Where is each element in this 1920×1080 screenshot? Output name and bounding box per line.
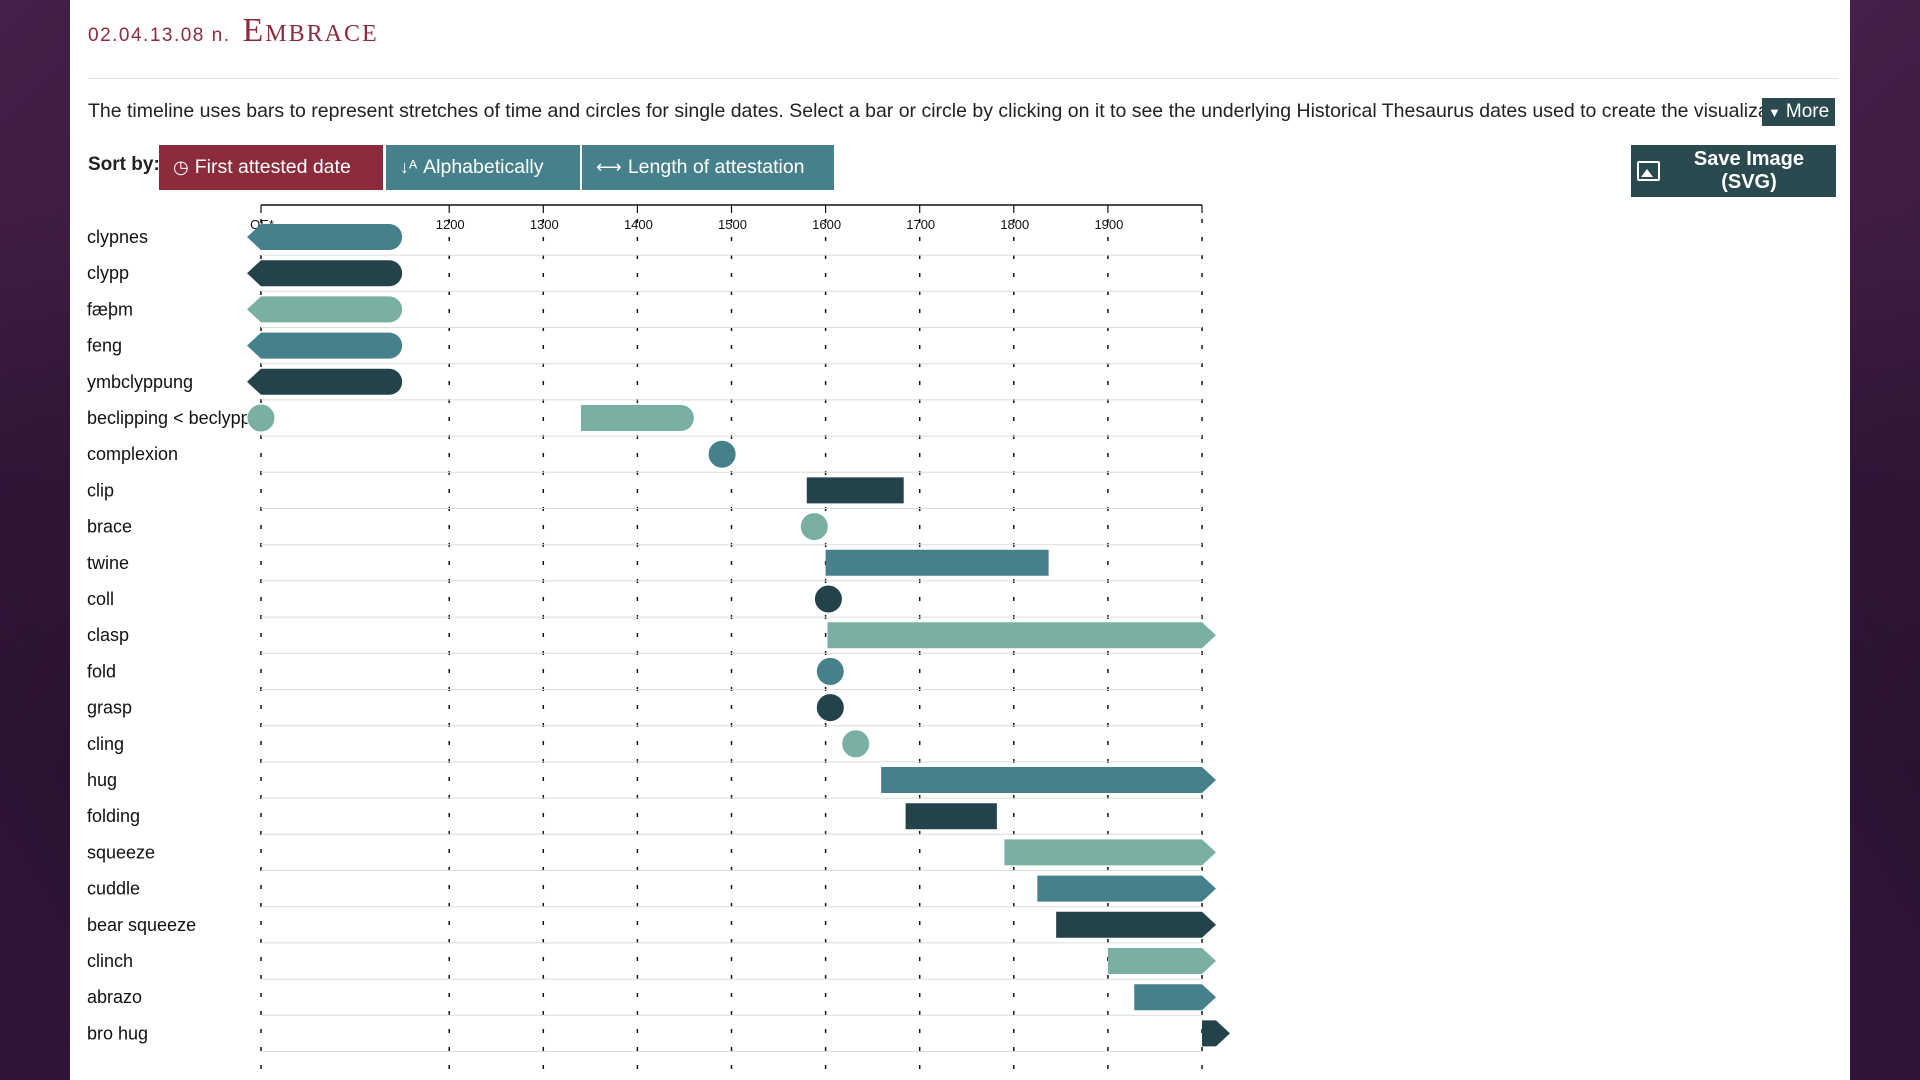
row-label: cuddle bbox=[87, 879, 140, 899]
row-label: fold bbox=[87, 661, 116, 681]
attestation-bar[interactable] bbox=[1134, 984, 1216, 1011]
timeline-chart: OE*12001300140015001600170018001900clypn… bbox=[87, 204, 1230, 1075]
background-left bbox=[0, 0, 70, 1080]
attestation-bar[interactable] bbox=[1202, 1020, 1230, 1047]
sort-alphabetically-label: Alphabetically bbox=[423, 156, 544, 178]
attestation-bar[interactable] bbox=[247, 368, 403, 395]
row-label: complexion bbox=[87, 444, 178, 464]
row-label: twine bbox=[87, 553, 129, 573]
sort-first-attested-button[interactable]: ◷ First attested date bbox=[159, 145, 383, 190]
row-label: folding bbox=[87, 806, 140, 826]
attestation-bar[interactable] bbox=[247, 296, 403, 323]
attestation-bar[interactable] bbox=[825, 549, 1049, 576]
attestation-dot[interactable] bbox=[813, 584, 843, 614]
row-label: feng bbox=[87, 336, 122, 356]
attestation-bar[interactable] bbox=[1037, 875, 1216, 902]
page-header: 02.04.13.08 n. Embrace bbox=[88, 12, 379, 50]
tick-label: 1400 bbox=[624, 217, 653, 232]
attestation-bar[interactable] bbox=[1056, 911, 1216, 938]
tick-label: 1700 bbox=[906, 217, 935, 232]
save-image-label: Save Image (SVG) bbox=[1693, 148, 1804, 193]
row-label: bear squeeze bbox=[87, 915, 196, 935]
attestation-bar[interactable] bbox=[580, 405, 694, 431]
background-right bbox=[1850, 0, 1920, 1080]
attestation-dot[interactable] bbox=[815, 693, 845, 723]
tick-label: 1300 bbox=[530, 217, 559, 232]
attestation-bar[interactable] bbox=[247, 332, 403, 359]
more-label: More bbox=[1785, 101, 1830, 122]
row-label: clasp bbox=[87, 625, 129, 645]
sort-alphabetically-button[interactable]: ↓ᴬ Alphabetically bbox=[386, 145, 580, 190]
attestation-bar[interactable] bbox=[827, 622, 1216, 649]
page-title: Embrace bbox=[242, 12, 379, 49]
sort-alpha-icon: ↓ᴬ bbox=[400, 157, 418, 177]
tick-label: 1900 bbox=[1094, 217, 1123, 232]
timeline-description: The timeline uses bars to represent stre… bbox=[88, 100, 1806, 122]
content-panel: 02.04.13.08 n. Embrace The timeline uses… bbox=[70, 0, 1850, 1080]
row-label: fæþm bbox=[87, 299, 133, 319]
attestation-dot[interactable] bbox=[246, 403, 276, 433]
row-label: abrazo bbox=[87, 987, 142, 1007]
row-label: grasp bbox=[87, 698, 132, 718]
tick-label: 1800 bbox=[1000, 217, 1029, 232]
row-label: hug bbox=[87, 770, 117, 790]
save-image-button[interactable]: Save Image (SVG) bbox=[1631, 145, 1836, 197]
attestation-dot[interactable] bbox=[707, 439, 737, 469]
row-label: beclipping < beclypping bbox=[87, 408, 275, 428]
attestation-dot[interactable] bbox=[799, 512, 829, 542]
header-divider bbox=[88, 78, 1838, 79]
attestation-bar[interactable] bbox=[1004, 839, 1216, 866]
attestation-bar[interactable] bbox=[905, 803, 997, 830]
attestation-bar[interactable] bbox=[247, 224, 403, 250]
tick-label: 1200 bbox=[436, 217, 465, 232]
tick-label: 1600 bbox=[812, 217, 841, 232]
attestation-bar[interactable] bbox=[247, 260, 403, 287]
image-icon bbox=[1637, 161, 1660, 181]
sort-first-attested-label: First attested date bbox=[194, 156, 351, 178]
sort-label: Sort by: bbox=[88, 154, 160, 175]
row-label: brace bbox=[87, 517, 132, 537]
attestation-dot[interactable] bbox=[841, 729, 871, 759]
tick-label: 1500 bbox=[718, 217, 747, 232]
row-label: clip bbox=[87, 480, 114, 500]
caret-down-icon: ▼ bbox=[1768, 105, 1781, 120]
attestation-bar[interactable] bbox=[806, 477, 904, 504]
sort-length-label: Length of attestation bbox=[627, 156, 805, 178]
attestation-bar[interactable] bbox=[1107, 948, 1216, 974]
row-label: squeeze bbox=[87, 842, 155, 862]
row-label: cling bbox=[87, 734, 124, 754]
attestation-dot[interactable] bbox=[815, 656, 845, 686]
more-button[interactable]: ▼ More bbox=[1762, 98, 1836, 126]
clock-icon: ◷ bbox=[173, 157, 189, 177]
row-label: clinch bbox=[87, 951, 133, 971]
attestation-bar[interactable] bbox=[881, 767, 1216, 793]
row-label: bro hug bbox=[87, 1023, 148, 1043]
row-label: coll bbox=[87, 589, 114, 609]
row-label: ymbclyppung bbox=[87, 372, 193, 392]
category-code: 02.04.13.08 n. bbox=[88, 25, 231, 46]
row-label: clypnes bbox=[87, 227, 148, 247]
double-arrow-icon: ⟷ bbox=[596, 157, 622, 177]
sort-length-button[interactable]: ⟷ Length of attestation bbox=[582, 145, 834, 190]
row-label: clypp bbox=[87, 263, 129, 283]
